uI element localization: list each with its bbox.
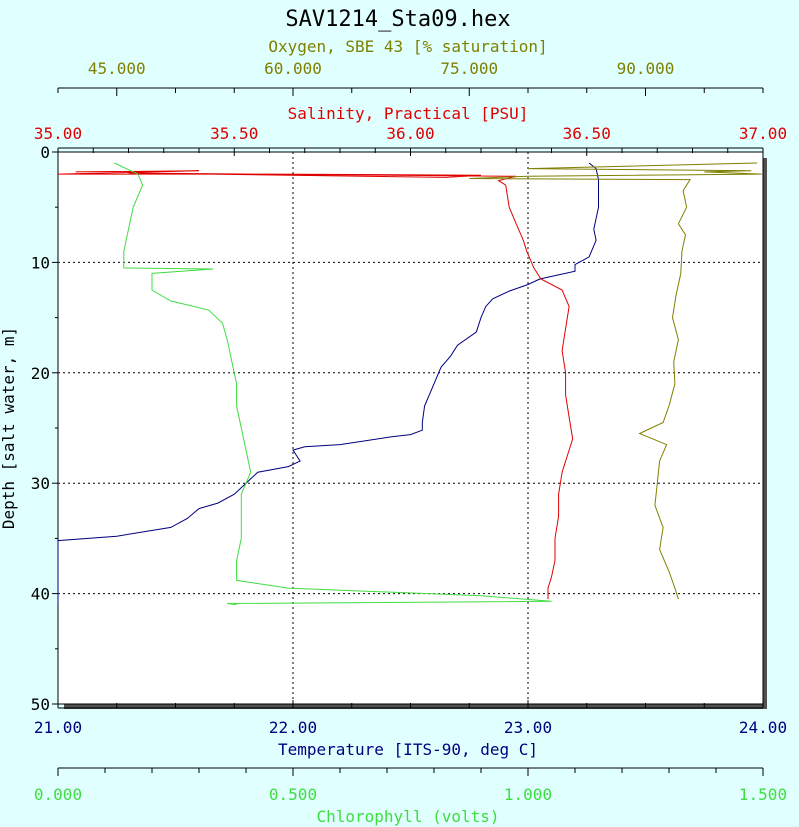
grid-lines bbox=[58, 152, 763, 704]
salinity-tick-label: 36.50 bbox=[563, 124, 611, 143]
depth-axis-label: Depth [salt water, m] bbox=[0, 327, 18, 529]
chlorophyll-tick-label: 0.500 bbox=[269, 785, 317, 804]
temperature-tick-label: 21.00 bbox=[34, 718, 82, 737]
depth-tick-label: 0 bbox=[40, 143, 50, 162]
chlorophyll-series-line bbox=[114, 162, 552, 606]
salinity-tick-label: 36.00 bbox=[386, 124, 434, 143]
chart-title: SAV1214_Sta09.hex bbox=[285, 7, 510, 32]
temperature-tick-label: 22.00 bbox=[269, 718, 317, 737]
salinity-tick-label: 35.50 bbox=[210, 124, 258, 143]
depth-tick-label: 20 bbox=[31, 364, 50, 383]
temperature-series-line bbox=[57, 162, 599, 605]
oxygen-tick-label: 75.000 bbox=[440, 59, 498, 78]
chlorophyll-axis-label: Chlorophyll (volts) bbox=[316, 807, 499, 826]
oxygen-tick-label: 45.000 bbox=[88, 59, 146, 78]
salinity-axis-label: Salinity, Practical [PSU] bbox=[288, 104, 529, 123]
temperature-axis-label: Temperature [ITS-90, deg C] bbox=[278, 740, 538, 759]
data-series bbox=[57, 162, 762, 606]
chlorophyll-tick-label: 0.000 bbox=[34, 785, 82, 804]
oxygen-series-line bbox=[469, 162, 762, 600]
salinity-series-line bbox=[57, 170, 574, 600]
temperature-tick-label: 23.00 bbox=[504, 718, 552, 737]
axes: 0 10 20 30 40 50 45.000 60.000 75.000 90.000 35.00… bbox=[31, 59, 787, 804]
temperature-tick-label: 24.00 bbox=[739, 718, 787, 737]
oxygen-axis-label: Oxygen, SBE 43 [% saturation] bbox=[268, 37, 547, 56]
salinity-tick-label: 37.00 bbox=[739, 124, 787, 143]
chlorophyll-tick-label: 1.500 bbox=[739, 785, 787, 804]
depth-tick-label: 40 bbox=[31, 585, 50, 604]
chlorophyll-tick-label: 1.000 bbox=[504, 785, 552, 804]
depth-tick-label: 10 bbox=[31, 253, 50, 272]
oxygen-tick-label: 60.000 bbox=[264, 59, 322, 78]
depth-tick-label: 30 bbox=[31, 474, 50, 493]
oxygen-tick-label: 90.000 bbox=[617, 59, 675, 78]
depth-tick-label: 50 bbox=[31, 695, 50, 714]
plot-area bbox=[57, 151, 764, 705]
salinity-tick-label: 35.00 bbox=[34, 124, 82, 143]
